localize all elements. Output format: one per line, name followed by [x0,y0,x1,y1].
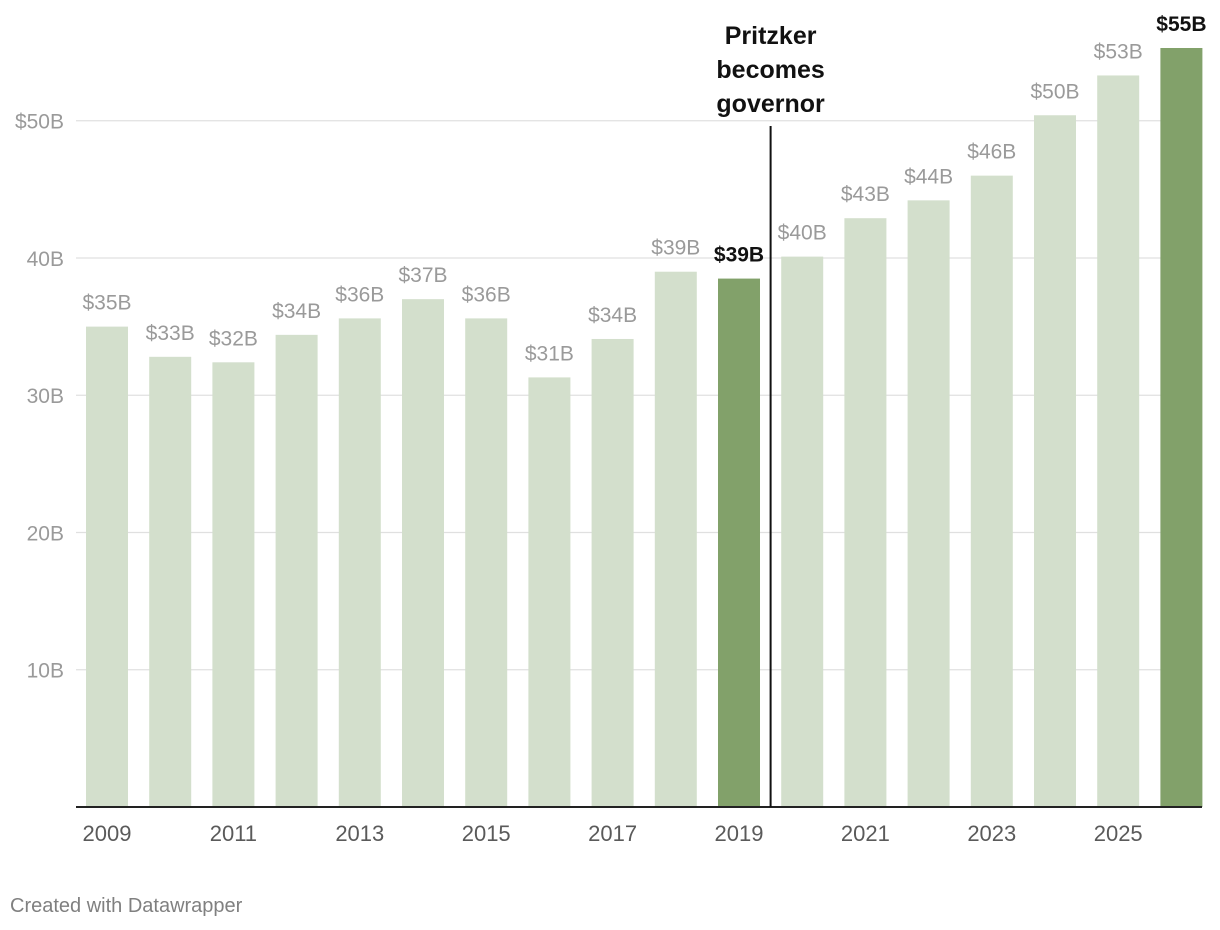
value-label-2025: $53B [1094,40,1143,63]
datawrapper-credit: Created with Datawrapper [10,895,243,917]
value-label-2012: $34B [272,300,321,323]
bar-2019 [718,278,760,807]
bar-2018 [654,271,697,807]
value-label-2010: $33B [146,322,195,345]
bar-2020 [781,256,824,807]
bar-2021 [844,218,887,808]
value-label-2020: $40B [778,222,827,245]
bar-2013 [338,318,381,807]
value-label-2026: $55B [1156,13,1206,36]
bar-2009 [86,326,128,807]
bar-2010 [149,356,192,807]
x-tick-label: 2019 [715,821,764,846]
y-tick-label: 30B [27,385,64,408]
bar-2022 [907,200,950,807]
bar-2015 [465,318,508,807]
annotation-text-line: Pritzker [725,22,817,50]
value-label-2011: $32B [209,327,258,350]
y-tick-label: 10B [27,660,64,683]
x-tick-label: 2009 [83,821,132,846]
governor-annotation: Pritzker becomes governor [716,22,825,807]
x-axis-ticks: 2009 2011 2013 2015 2017 2019 2021 2023 2025 [83,821,1143,846]
bar-2026 [1160,48,1203,807]
y-tick-label: 20B [27,522,64,545]
bar-2012 [275,334,318,807]
bar-2016 [528,377,571,807]
x-tick-label: 2025 [1094,821,1143,846]
value-label-2016: $31B [525,342,574,365]
value-label-2022: $44B [904,165,953,188]
bar-2017 [591,338,634,807]
value-label-2015: $36B [462,283,511,306]
bar-2024 [1034,115,1076,807]
bar-2025 [1097,75,1140,808]
value-label-2009: $35B [82,292,131,315]
bars [86,48,1203,808]
value-label-2023: $46B [967,141,1016,164]
x-tick-label: 2023 [967,821,1016,846]
y-tick-label: 40B [27,248,64,271]
x-tick-label: 2015 [462,821,511,846]
x-tick-label: 2017 [588,821,637,846]
value-label-2018: $39B [651,237,700,260]
annotation-text-line: becomes [716,56,824,84]
bar-2011 [212,362,255,807]
value-label-2024: $50B [1030,80,1079,103]
x-tick-label: 2013 [335,821,384,846]
y-axis-ticks: 10B 20B 30B 40B $50B [15,111,64,683]
annotation-text-line: governor [716,90,825,118]
bar-2023 [970,175,1013,807]
bar-2014 [402,299,444,807]
value-label-2019: $39B [714,244,764,267]
value-label-2014: $37B [398,264,447,287]
x-tick-label: 2021 [841,821,890,846]
y-tick-label: $50B [15,111,64,134]
x-tick-label: 2011 [210,821,257,846]
value-label-2021: $43B [841,183,890,206]
value-label-2017: $34B [588,304,637,327]
gridlines [76,120,1202,671]
value-label-2013: $36B [335,283,384,306]
value-labels: $35B $33B $32B $34B $36B $37B $36B $31B $34B $39B… [82,13,1206,365]
